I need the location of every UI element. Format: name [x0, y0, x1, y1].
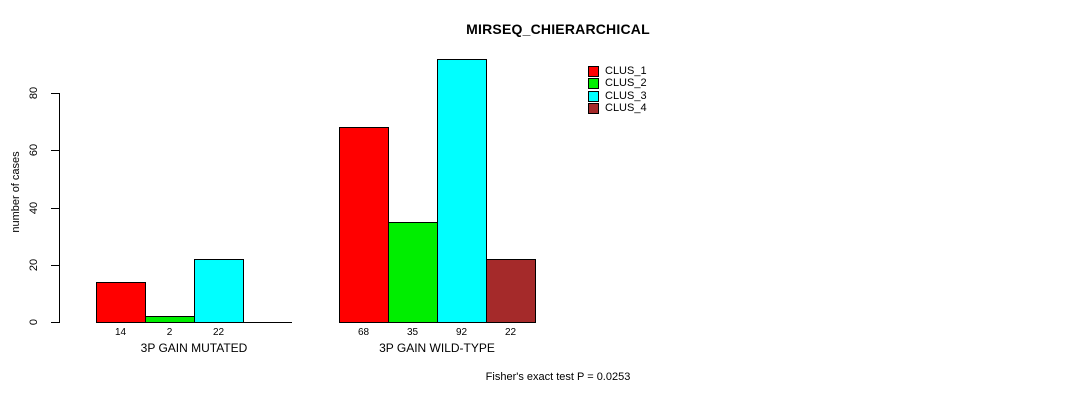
y-axis-tick-label: 40	[28, 201, 40, 215]
bar-clus_3	[194, 259, 244, 323]
y-axis-tick	[51, 322, 59, 323]
bar-clus_2	[388, 222, 438, 323]
legend-label: CLUS_1	[605, 65, 647, 77]
stat-annotation: Fisher's exact test P = 0.0253	[485, 371, 631, 383]
legend-entry: CLUS_3	[588, 91, 647, 102]
y-axis-tick	[51, 208, 59, 209]
legend-swatch-clus_2	[588, 78, 599, 89]
bar-clus_2	[145, 316, 195, 323]
y-axis-tick-label: 60	[28, 143, 40, 157]
y-axis-tick	[51, 150, 59, 151]
y-axis-tick	[51, 93, 59, 94]
bar-value-label: 2	[166, 327, 173, 338]
y-axis-tick-label: 20	[28, 258, 40, 272]
legend-entry: CLUS_4	[588, 103, 647, 114]
bar-value-label: 22	[504, 327, 517, 338]
legend-swatch-clus_4	[588, 103, 599, 114]
y-axis-tick	[51, 265, 59, 266]
y-axis-tick-label: 0	[28, 318, 40, 326]
bar-value-label: 68	[357, 327, 370, 338]
chart-title: MIRSEQ_CHIERARCHICAL	[466, 21, 650, 37]
legend-swatch-clus_1	[588, 66, 599, 77]
bar-clus_3	[437, 59, 487, 323]
bar-clus_1	[339, 127, 389, 323]
bar-clus_4	[486, 259, 536, 323]
category-label: 3P GAIN WILD-TYPE	[379, 341, 495, 355]
legend-entry: CLUS_2	[588, 78, 647, 89]
y-axis-tick-label: 80	[28, 86, 40, 100]
legend-label: CLUS_2	[605, 77, 647, 89]
bar-clus_1	[96, 282, 146, 323]
legend-label: CLUS_4	[605, 102, 647, 114]
y-axis-line	[59, 93, 60, 323]
bar-value-label: 92	[455, 327, 468, 338]
legend-label: CLUS_3	[605, 90, 647, 102]
bar-value-label: 35	[406, 327, 419, 338]
bar-value-label: 14	[114, 327, 127, 338]
bar-value-label: 22	[212, 327, 225, 338]
legend-entry: CLUS_1	[588, 66, 647, 77]
category-label: 3P GAIN MUTATED	[140, 341, 248, 355]
legend-swatch-clus_3	[588, 91, 599, 102]
